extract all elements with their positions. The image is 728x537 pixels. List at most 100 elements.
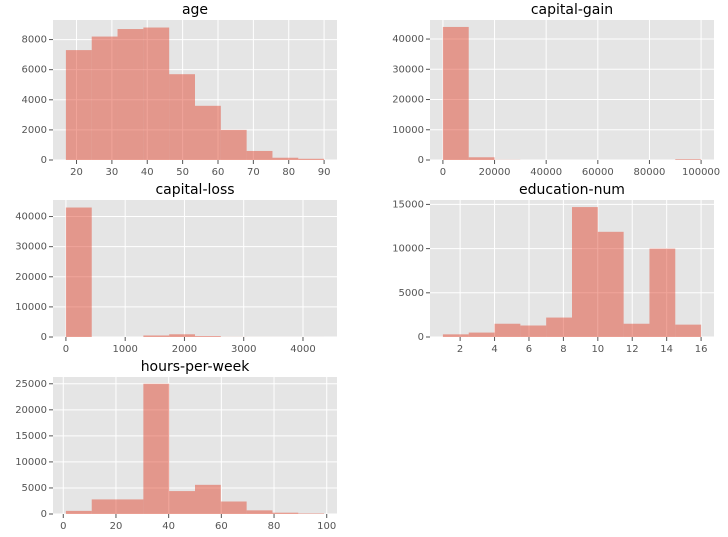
x-tick-label: 4 xyxy=(491,344,497,355)
x-tick-label: 40 xyxy=(141,167,154,178)
y-tick-label: 4000 xyxy=(22,95,47,106)
bar xyxy=(91,499,118,514)
y-tick-label: 8000 xyxy=(22,35,47,46)
bar xyxy=(117,499,144,514)
bar xyxy=(298,513,325,514)
bar xyxy=(298,158,325,160)
bar xyxy=(272,512,299,514)
y-tick-label: 5000 xyxy=(22,483,47,494)
bar xyxy=(143,383,170,514)
x-tick-label: 3000 xyxy=(231,344,256,355)
bar xyxy=(169,491,195,514)
y-tick-label: 2000 xyxy=(22,125,47,136)
bar xyxy=(468,332,495,337)
bar xyxy=(442,334,469,337)
x-tick-label: 60000 xyxy=(582,167,614,178)
bar xyxy=(220,501,247,514)
x-tick-label: 80 xyxy=(268,521,281,532)
x-tick-label: 40 xyxy=(162,521,175,532)
bar xyxy=(649,248,676,337)
x-tick-label: 30 xyxy=(106,167,119,178)
x-tick-label: 0 xyxy=(60,521,66,532)
y-tick-label: 10000 xyxy=(392,244,424,255)
bar xyxy=(246,510,273,514)
x-tick-label: 12 xyxy=(626,344,639,355)
bar xyxy=(195,484,221,514)
y-tick-label: 20000 xyxy=(15,405,47,416)
bar xyxy=(65,510,92,514)
x-tick-label: 6 xyxy=(526,344,532,355)
bar xyxy=(675,324,702,337)
y-tick-label: 20000 xyxy=(392,95,424,106)
x-tick-label: 90 xyxy=(318,167,331,178)
y-tick-label: 40000 xyxy=(392,34,424,45)
chart-title: hours-per-week xyxy=(141,359,251,375)
y-tick-label: 20000 xyxy=(15,272,47,283)
y-tick-label: 30000 xyxy=(15,242,47,253)
bar xyxy=(143,27,170,160)
bar xyxy=(195,336,221,337)
x-tick-label: 0 xyxy=(440,167,446,178)
bar xyxy=(91,36,118,160)
y-tick-label: 15000 xyxy=(392,199,424,210)
bar xyxy=(546,317,572,337)
x-tick-label: 14 xyxy=(660,344,673,355)
x-tick-label: 50 xyxy=(176,167,189,178)
bar xyxy=(246,150,273,160)
bar xyxy=(494,323,521,337)
x-tick-label: 40000 xyxy=(530,167,562,178)
plot-area xyxy=(430,20,714,160)
x-tick-label: 100 xyxy=(317,521,336,532)
y-tick-label: 10000 xyxy=(15,457,47,468)
bar xyxy=(520,325,547,337)
y-tick-label: 0 xyxy=(41,155,47,166)
y-tick-label: 10000 xyxy=(15,302,47,313)
y-tick-label: 25000 xyxy=(15,379,47,390)
x-tick-label: 2000 xyxy=(172,344,197,355)
y-tick-label: 0 xyxy=(418,332,424,343)
y-tick-label: 10000 xyxy=(392,125,424,136)
bar xyxy=(468,157,495,160)
x-tick-label: 10 xyxy=(591,344,604,355)
x-tick-label: 8 xyxy=(560,344,566,355)
x-tick-label: 80 xyxy=(282,167,295,178)
bar xyxy=(65,207,92,337)
bar xyxy=(169,74,195,160)
x-tick-label: 0 xyxy=(63,344,69,355)
y-tick-label: 40000 xyxy=(15,212,47,223)
x-tick-label: 60 xyxy=(212,167,225,178)
chart-title: education-num xyxy=(519,182,625,198)
x-tick-label: 16 xyxy=(695,344,708,355)
y-tick-label: 30000 xyxy=(392,64,424,75)
chart-title: capital-loss xyxy=(155,182,234,198)
bar xyxy=(117,29,144,160)
bar xyxy=(272,157,299,160)
bar xyxy=(65,50,92,160)
bar xyxy=(572,207,598,337)
bar xyxy=(675,159,702,160)
bar xyxy=(442,26,469,160)
y-tick-label: 15000 xyxy=(15,431,47,442)
bar xyxy=(195,105,221,160)
bar xyxy=(597,231,624,337)
y-tick-label: 0 xyxy=(41,332,47,343)
y-tick-label: 6000 xyxy=(22,65,47,76)
x-tick-label: 20 xyxy=(110,521,123,532)
x-tick-label: 60 xyxy=(215,521,228,532)
x-tick-label: 4000 xyxy=(290,344,315,355)
chart-title: age xyxy=(182,2,208,18)
y-tick-label: 0 xyxy=(41,509,47,520)
x-tick-label: 2 xyxy=(457,344,463,355)
x-tick-label: 20000 xyxy=(479,167,511,178)
x-tick-label: 1000 xyxy=(112,344,137,355)
y-tick-label: 0 xyxy=(418,155,424,166)
bar xyxy=(220,129,247,160)
x-tick-label: 80000 xyxy=(634,167,666,178)
x-tick-label: 70 xyxy=(247,167,260,178)
y-tick-label: 5000 xyxy=(399,288,424,299)
bar xyxy=(169,334,195,337)
plot-area xyxy=(53,200,337,337)
x-tick-label: 20 xyxy=(70,167,83,178)
